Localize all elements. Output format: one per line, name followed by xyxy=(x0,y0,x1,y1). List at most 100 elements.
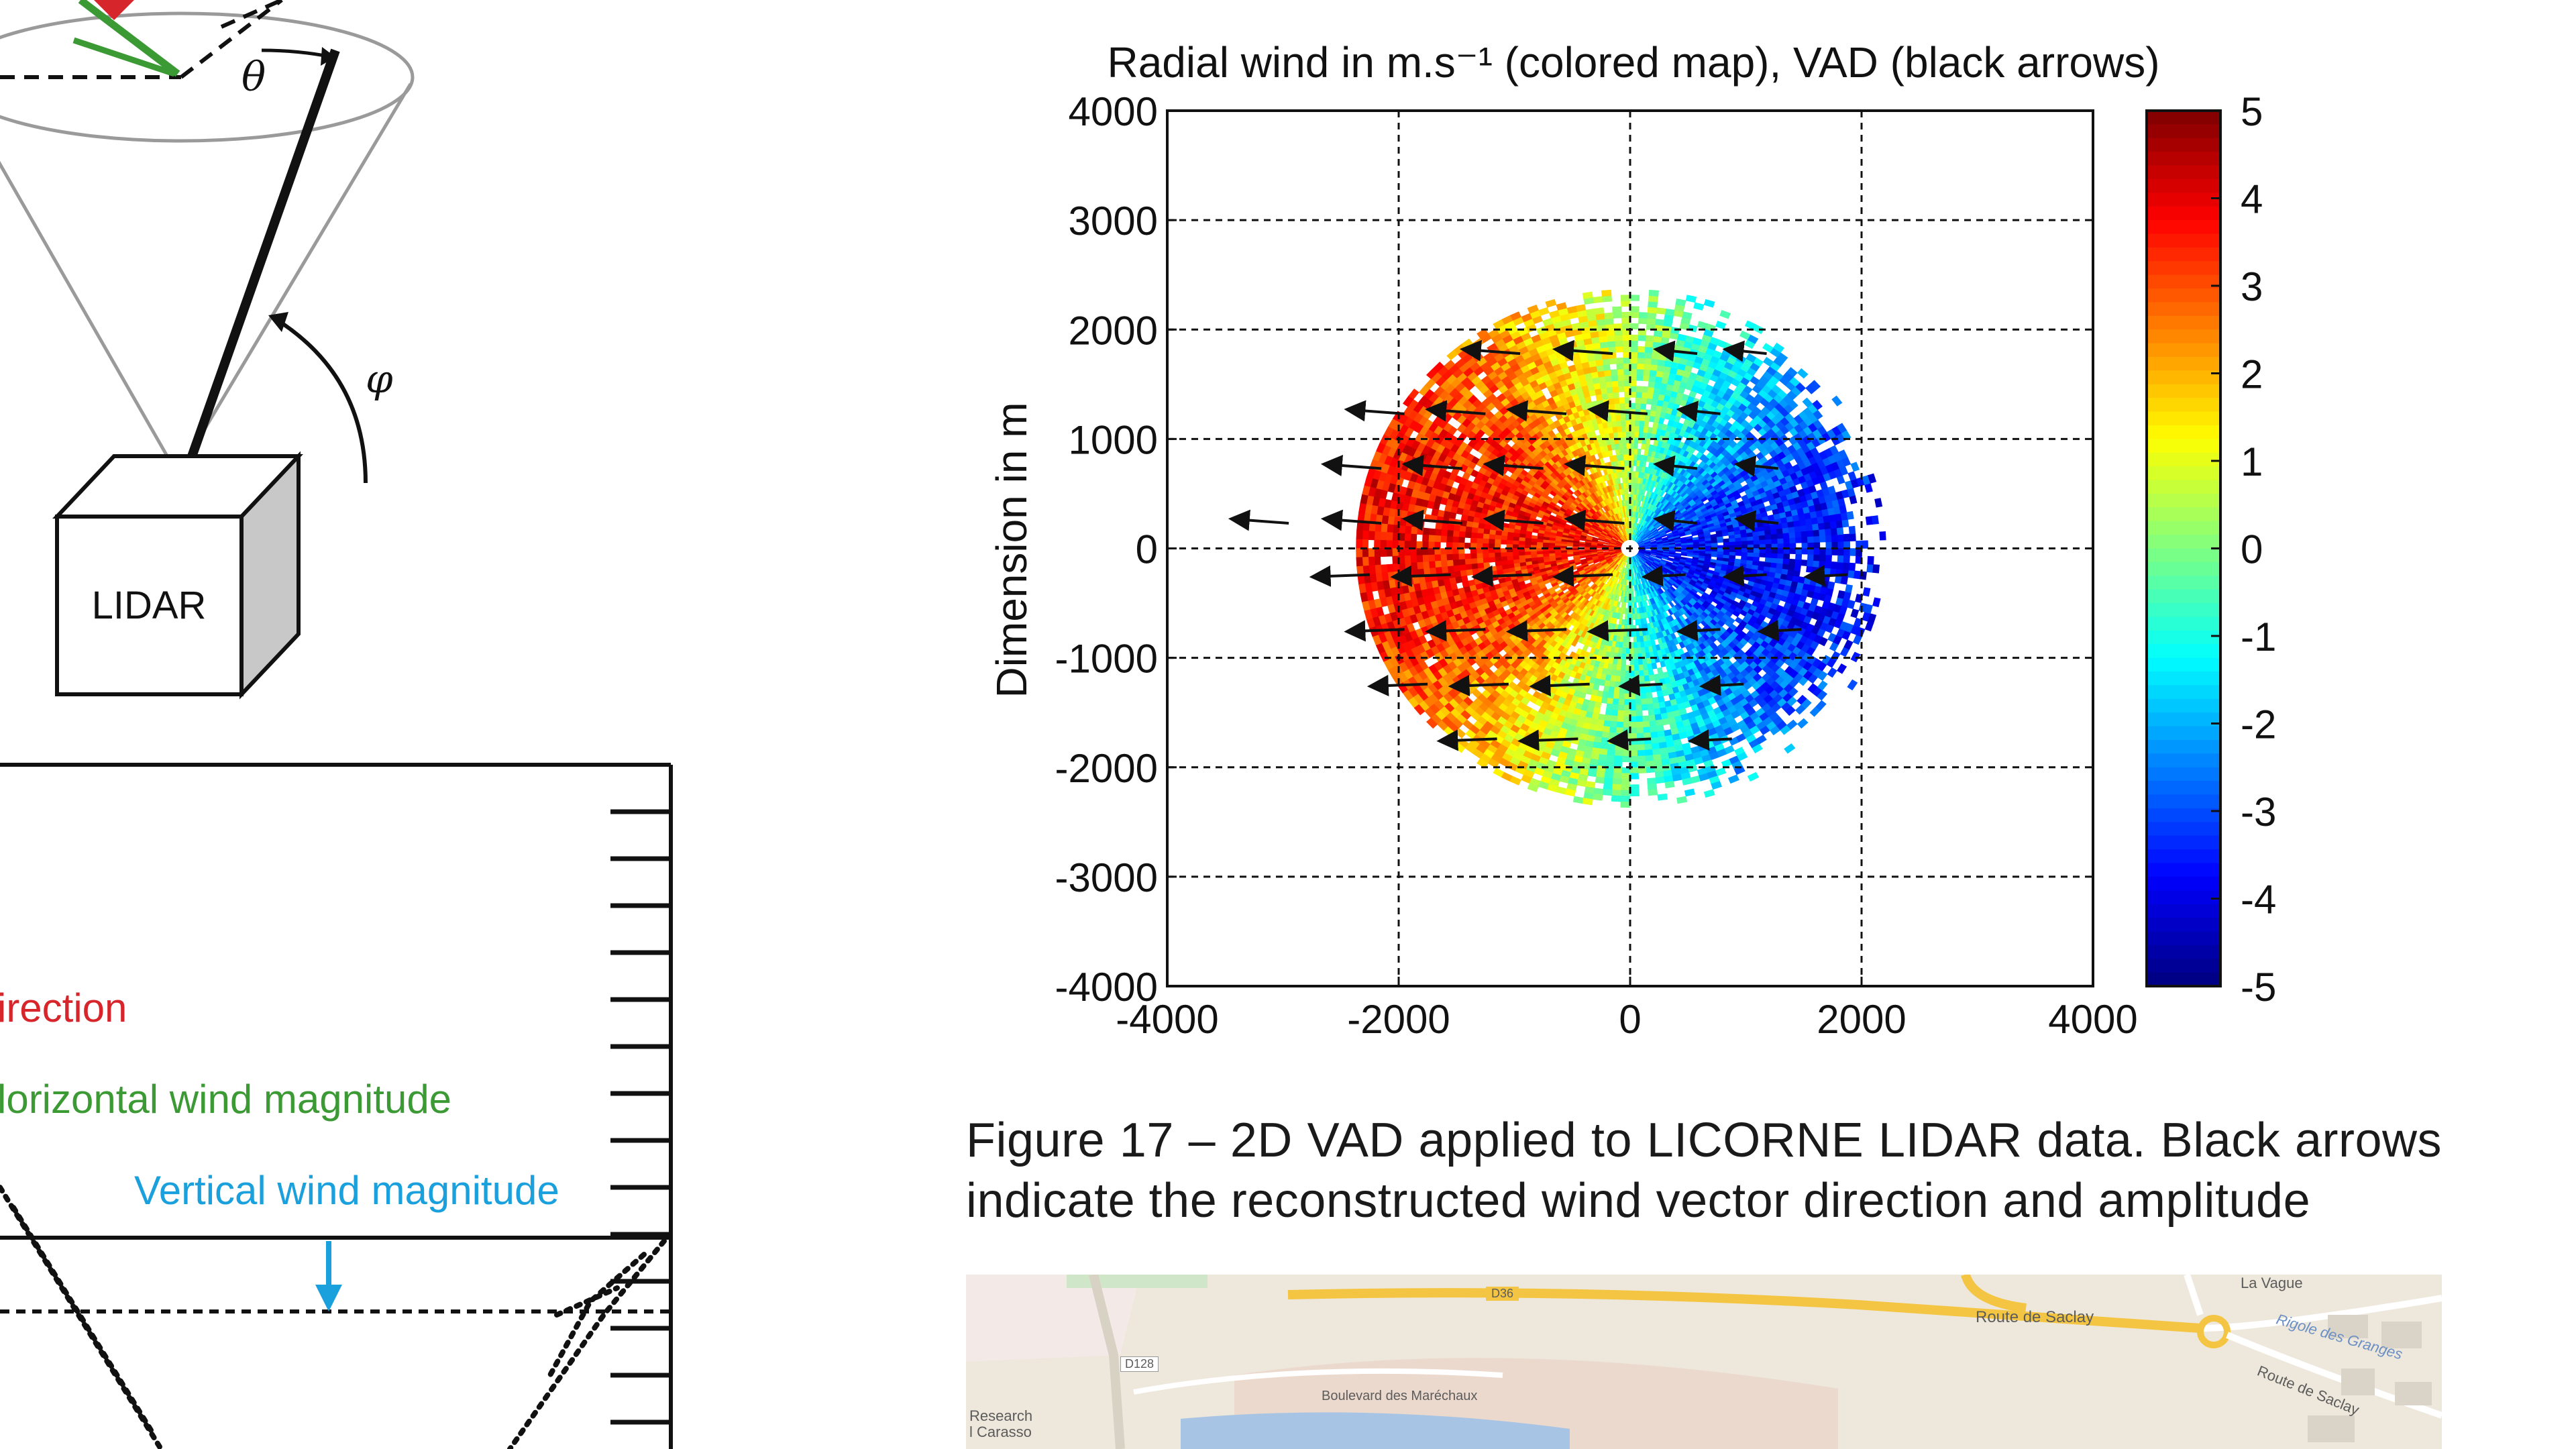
legend-horizontal: lorizontal wind magnitude xyxy=(0,1077,452,1122)
wind-cell xyxy=(1723,554,1730,559)
wind-cell xyxy=(1618,647,1623,654)
wind-cell xyxy=(1794,531,1802,538)
wind-cell xyxy=(1470,553,1477,559)
wind-cell xyxy=(1446,536,1454,543)
wind-cell xyxy=(1536,541,1544,546)
vad-chart: Radial wind in m.s⁻¹ (colored map), VAD … xyxy=(987,38,2276,1042)
wind-cell xyxy=(1635,460,1640,467)
wind-cell xyxy=(1610,675,1617,682)
wind-cell xyxy=(1477,533,1484,539)
wind-cell xyxy=(1464,564,1472,571)
wind-cell xyxy=(1639,669,1645,677)
wind-cell xyxy=(1458,537,1465,543)
wind-cell xyxy=(1453,525,1460,532)
wind-cell xyxy=(1734,558,1741,564)
wind-cell xyxy=(1489,534,1496,540)
wind-cell xyxy=(1488,539,1495,545)
wind-cell xyxy=(1617,494,1622,502)
wind-cell xyxy=(1621,431,1627,438)
wind-cell xyxy=(1607,692,1615,699)
wind-cell xyxy=(1611,374,1618,382)
wind-cell xyxy=(1606,386,1613,394)
wind-cell xyxy=(1615,414,1621,421)
wind-cell xyxy=(1518,541,1525,545)
wind-cell xyxy=(1464,553,1471,560)
wind-cell xyxy=(1483,529,1491,535)
wind-cell xyxy=(1606,703,1613,710)
wind-cell xyxy=(1648,380,1656,388)
wind-cell xyxy=(1615,669,1621,677)
wind-cell xyxy=(1710,533,1717,538)
wind-cell xyxy=(1765,543,1772,549)
wind-cell xyxy=(1483,557,1490,564)
wind-cell xyxy=(1634,414,1641,421)
wind-cell xyxy=(1623,631,1627,637)
wind-cell xyxy=(1619,414,1626,421)
wind-cell xyxy=(1602,691,1609,698)
wind-cell xyxy=(1752,560,1760,566)
wind-cell xyxy=(1619,636,1624,643)
wind-cell xyxy=(1643,421,1650,427)
wind-cell xyxy=(1566,543,1573,547)
wind-cell xyxy=(1642,426,1649,433)
wind-cell xyxy=(1619,397,1625,404)
wind-cell xyxy=(1789,542,1796,549)
wind-cell xyxy=(1783,537,1790,544)
wind-cell xyxy=(1604,714,1612,722)
lidar-beam xyxy=(178,48,340,485)
wind-cell xyxy=(1729,554,1736,559)
wind-cell xyxy=(1617,716,1625,722)
legend-vertical: Vertical wind magnitude xyxy=(134,1168,559,1213)
wind-cell xyxy=(1488,552,1495,558)
wind-cell xyxy=(1599,382,1607,389)
wind-cell xyxy=(1729,548,1736,553)
wind-cell xyxy=(1476,553,1483,559)
wind-cell xyxy=(1770,533,1778,539)
wind-cell xyxy=(1470,558,1478,565)
wind-cell xyxy=(1512,536,1519,541)
wind-cell xyxy=(1794,559,1802,566)
wind-cell xyxy=(1621,664,1626,672)
wind-cell xyxy=(1813,529,1820,537)
wind-cell xyxy=(1616,425,1622,433)
wind-cell xyxy=(1634,425,1640,433)
wind-cell xyxy=(1604,680,1611,687)
wind-cell xyxy=(1646,398,1653,405)
wind-cell xyxy=(1500,535,1508,541)
wind-cell xyxy=(1621,425,1626,433)
wind-cell xyxy=(1506,539,1513,545)
wind-cell xyxy=(1500,539,1507,545)
wind-cell xyxy=(1613,403,1620,410)
wind-cell xyxy=(1604,375,1612,382)
wind-cell xyxy=(1776,557,1784,564)
wind-cell xyxy=(1635,397,1642,404)
wind-cell xyxy=(1782,527,1790,534)
wind-cell xyxy=(1753,548,1760,553)
wind-cell xyxy=(1619,402,1625,410)
wind-cell xyxy=(1635,693,1642,700)
wind-cell xyxy=(1633,602,1638,609)
wind-cell xyxy=(1753,543,1760,549)
wind-cell xyxy=(1500,552,1507,557)
wind-cell xyxy=(1464,531,1472,539)
wind-cell xyxy=(1746,555,1754,561)
wind-cell xyxy=(1653,387,1660,394)
chart-title: Radial wind in m.s⁻¹ (colored map), VAD … xyxy=(1107,38,2159,87)
wind-cell xyxy=(1644,449,1649,456)
wind-cell xyxy=(1634,670,1640,677)
wind-cell xyxy=(1777,538,1784,544)
wind-cell xyxy=(1446,553,1454,561)
wind-cell xyxy=(1811,523,1819,531)
wind-cell xyxy=(1631,585,1634,592)
wind-cell xyxy=(1633,460,1638,466)
wind-cell xyxy=(1611,669,1617,676)
wind-cell xyxy=(1609,680,1616,688)
wind-cell xyxy=(1607,698,1614,705)
wind-cell xyxy=(1789,548,1796,555)
wind-cell xyxy=(1477,528,1485,535)
wind-cell xyxy=(1596,547,1603,549)
wind-cell xyxy=(1639,420,1645,427)
wind-cell xyxy=(1611,709,1619,716)
scan-cone xyxy=(0,11,415,464)
wind-cell xyxy=(1607,392,1614,399)
